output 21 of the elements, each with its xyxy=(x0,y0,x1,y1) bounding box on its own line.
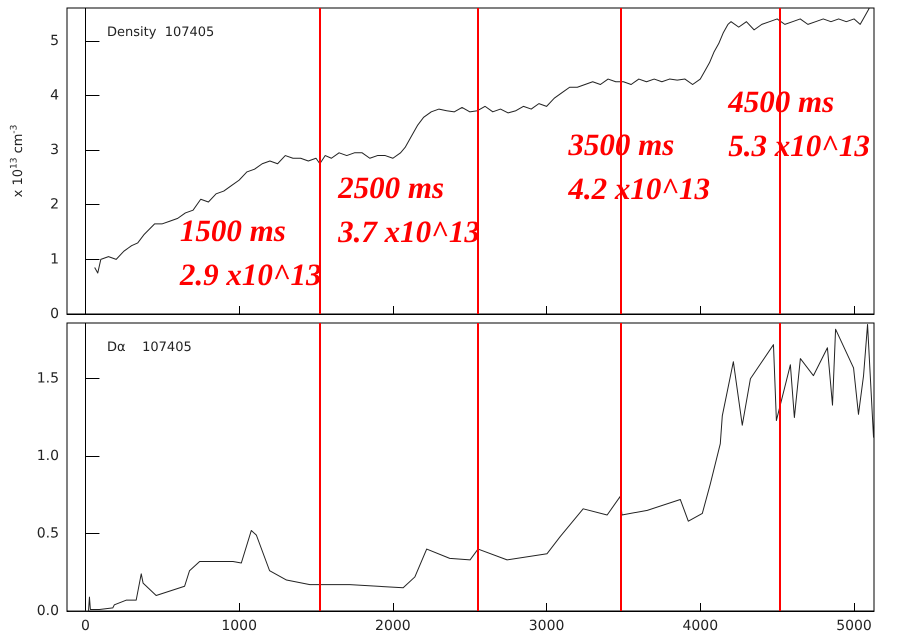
y-tick-label: 0.0 xyxy=(36,603,59,619)
x-tick-label: 5000 xyxy=(836,618,872,633)
x-tick-label: 4000 xyxy=(682,618,718,633)
ref-line-label: 1500 ms 2.9 x10^13 xyxy=(178,213,322,292)
x-tick-label: 0 xyxy=(80,618,90,633)
y-tick-label: 0.5 xyxy=(36,526,59,542)
y-tick-label: 3 xyxy=(50,142,59,158)
x-tick-label: 1000 xyxy=(221,618,257,633)
y-tick-label: 1.0 xyxy=(36,448,59,464)
ref-line-label: 2500 ms 3.7 x10^13 xyxy=(337,170,480,249)
y-axis-title: x 1013 cm-3 xyxy=(10,124,26,198)
annotation: Density 107405 xyxy=(107,25,214,40)
y-tick-label: 1.5 xyxy=(36,370,59,387)
x-tick-label: 2000 xyxy=(375,618,411,633)
annotation: Dα 107405 xyxy=(107,340,192,355)
y-tick-label: 0 xyxy=(50,306,59,322)
y-tick-label: 1 xyxy=(50,251,59,268)
y-tick-label: 5 xyxy=(50,32,59,49)
y-tick-label: 4 xyxy=(50,87,60,104)
x-tick-label: 3000 xyxy=(528,618,564,633)
y-tick-label: 2 xyxy=(50,196,59,213)
